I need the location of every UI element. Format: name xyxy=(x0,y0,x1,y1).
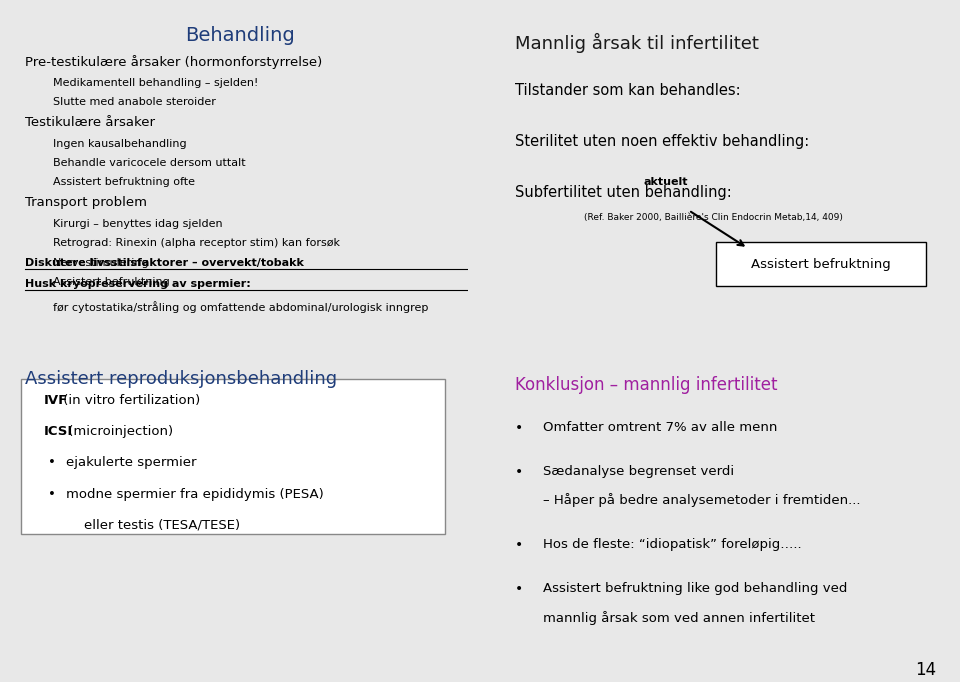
Text: Kirurgi – benyttes idag sjelden: Kirurgi – benyttes idag sjelden xyxy=(53,220,222,229)
Text: Sterilitet uten noen effektiv behandling:: Sterilitet uten noen effektiv behandling… xyxy=(516,134,814,149)
Text: •: • xyxy=(48,488,56,501)
Text: Ingen kausalbehandling: Ingen kausalbehandling xyxy=(53,139,186,149)
Text: IVF: IVF xyxy=(43,394,68,407)
Text: Transport problem: Transport problem xyxy=(25,196,147,209)
Text: Konklusjon – mannlig infertilitet: Konklusjon – mannlig infertilitet xyxy=(516,376,778,394)
Text: (Ref. Baker 2000, Baillière's Clin Endocrin Metab,14, 409): (Ref. Baker 2000, Baillière's Clin Endoc… xyxy=(584,213,843,222)
Text: (microinjection): (microinjection) xyxy=(64,426,174,439)
Text: Mannlig årsak til infertilitet: Mannlig årsak til infertilitet xyxy=(516,33,759,53)
Text: Subfertilitet uten behandling:: Subfertilitet uten behandling: xyxy=(516,185,736,200)
Text: Omfatter omtrent 7% av alle menn: Omfatter omtrent 7% av alle menn xyxy=(542,421,777,434)
FancyBboxPatch shape xyxy=(716,242,925,286)
Text: – Håper på bedre analysemetoder i fremtiden...: – Håper på bedre analysemetoder i fremti… xyxy=(542,494,860,507)
Text: Pre-testikulære årsaker (hormonforstyrrelse): Pre-testikulære årsaker (hormonforstyrre… xyxy=(25,55,323,69)
Text: •: • xyxy=(516,582,523,597)
Text: Testikulære årsaker: Testikulære årsaker xyxy=(25,116,156,129)
FancyBboxPatch shape xyxy=(21,379,444,533)
Text: mannlig årsak som ved annen infertilitet: mannlig årsak som ved annen infertilitet xyxy=(542,610,815,625)
Text: 14: 14 xyxy=(915,661,936,679)
Text: Assistert befruktning ofte: Assistert befruktning ofte xyxy=(53,177,198,188)
Text: ICSI: ICSI xyxy=(43,426,73,439)
Text: Assistert reproduksjonsbehandling: Assistert reproduksjonsbehandling xyxy=(25,370,337,388)
Text: modne spermier fra epididymis (PESA): modne spermier fra epididymis (PESA) xyxy=(66,488,324,501)
Text: før cytostatika/stråling og omfattende abdominal/urologisk inngrep: før cytostatika/stråling og omfattende a… xyxy=(53,301,428,313)
Text: Husk kryopreservering av spermier:: Husk kryopreservering av spermier: xyxy=(25,280,251,289)
Text: Assistert befruktning: Assistert befruktning xyxy=(751,258,891,271)
Text: eller testis (TESA/TESE): eller testis (TESA/TESE) xyxy=(84,519,241,532)
Text: aktuelt: aktuelt xyxy=(643,177,688,188)
Text: •: • xyxy=(516,421,523,435)
Text: Behandle varicocele dersom uttalt: Behandle varicocele dersom uttalt xyxy=(53,158,245,168)
Text: Diskutere livsstilsfaktorer – overvekt/tobakk: Diskutere livsstilsfaktorer – overvekt/t… xyxy=(25,258,304,268)
Text: Medikamentell behandling – sjelden!: Medikamentell behandling – sjelden! xyxy=(53,78,258,88)
Text: ejakulerte spermier: ejakulerte spermier xyxy=(66,456,197,469)
Text: Diskutere livsstilsfaktorer – overvekt/tobakk: Diskutere livsstilsfaktorer – overvekt/t… xyxy=(25,258,304,268)
Text: Husk kryopreservering av spermier:: Husk kryopreservering av spermier: xyxy=(25,280,251,289)
Text: Assistert befruktning like god behandling ved: Assistert befruktning like god behandlin… xyxy=(542,582,847,595)
Text: (in vitro fertilization): (in vitro fertilization) xyxy=(60,394,201,407)
Text: Slutte med anabole steroider: Slutte med anabole steroider xyxy=(53,97,215,107)
Text: •: • xyxy=(516,465,523,479)
Text: Hos de fleste: “idiopatisk” foreløpig…..: Hos de fleste: “idiopatisk” foreløpig….. xyxy=(542,538,802,551)
Text: Retrograd: Rinexin (alpha receptor stim) kan forsøk: Retrograd: Rinexin (alpha receptor stim)… xyxy=(53,239,340,248)
Text: Tilstander som kan behandles:: Tilstander som kan behandles: xyxy=(516,83,746,98)
Text: Behandling: Behandling xyxy=(184,27,295,45)
Text: Assistert befruktning: Assistert befruktning xyxy=(53,276,169,286)
Text: •: • xyxy=(48,456,56,469)
Text: Sædanalyse begrenset verdi: Sædanalyse begrenset verdi xyxy=(542,465,733,478)
Text: •: • xyxy=(516,538,523,552)
Text: Nervestimulering: Nervestimulering xyxy=(53,258,149,267)
